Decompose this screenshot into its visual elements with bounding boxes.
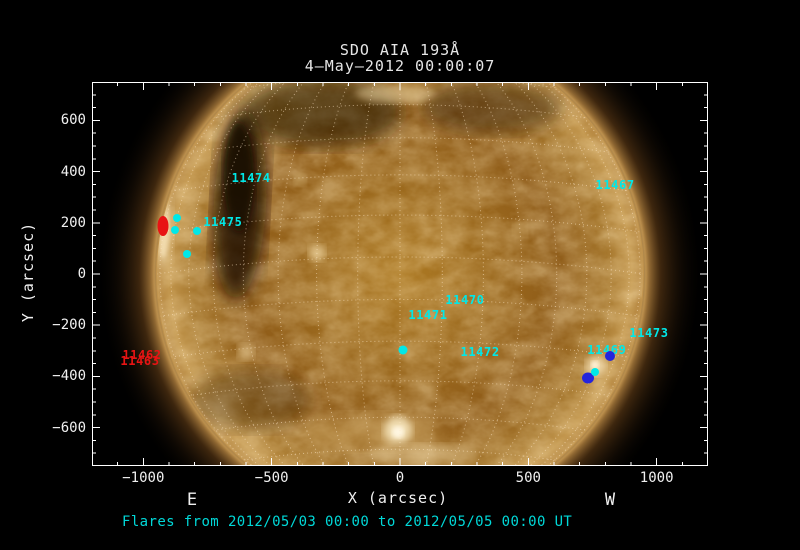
observation-timestamp: 4–May–2012 00:00:07 xyxy=(304,57,496,75)
x-tick-label: 1000 xyxy=(639,470,674,486)
x-tick-label: −500 xyxy=(254,470,289,486)
y-tick-label: 400 xyxy=(60,163,86,180)
y-tick-label: −400 xyxy=(52,368,86,385)
active-region-bright6 xyxy=(424,310,436,322)
active-region-bright1-core xyxy=(392,426,404,438)
y-tick-label: −200 xyxy=(52,317,86,334)
active-region-bright3-core xyxy=(591,361,599,369)
active-region-bright2 xyxy=(309,245,325,261)
solar-image xyxy=(92,0,708,550)
y-axis-title: Y (arcsec) xyxy=(19,221,37,323)
east-direction-label: E xyxy=(186,490,198,510)
plot-frame xyxy=(92,82,708,466)
x-tick-label: 0 xyxy=(395,470,405,486)
y-tick-label: 0 xyxy=(77,266,86,282)
active-region-bright5 xyxy=(238,344,254,360)
active-region-bright7 xyxy=(513,223,527,237)
south-limb-bright xyxy=(367,444,477,464)
y-tick-label: 200 xyxy=(60,214,86,231)
coronal-hole-core xyxy=(224,122,254,232)
heliographic-grid xyxy=(157,31,643,517)
page-title: SDO AIA 193Å xyxy=(339,41,461,59)
x-tick-label: 500 xyxy=(515,470,541,486)
solar-disk-plot xyxy=(92,0,708,550)
y-tick-label: 600 xyxy=(60,112,86,129)
west-direction-label: W xyxy=(604,490,616,510)
x-axis-title: X (arcsec) xyxy=(347,489,449,507)
dark-region-south xyxy=(190,370,310,430)
north-limb-bright xyxy=(355,85,435,103)
y-tick-label: −600 xyxy=(52,419,86,436)
x-tick-label: −1000 xyxy=(122,470,165,486)
sun-surface-features xyxy=(157,31,643,517)
dark-region-north2 xyxy=(422,81,562,133)
flare-interval-caption: Flares from 2012/05/03 00:00 to 2012/05/… xyxy=(122,514,573,530)
active-region-bright8 xyxy=(294,174,306,186)
